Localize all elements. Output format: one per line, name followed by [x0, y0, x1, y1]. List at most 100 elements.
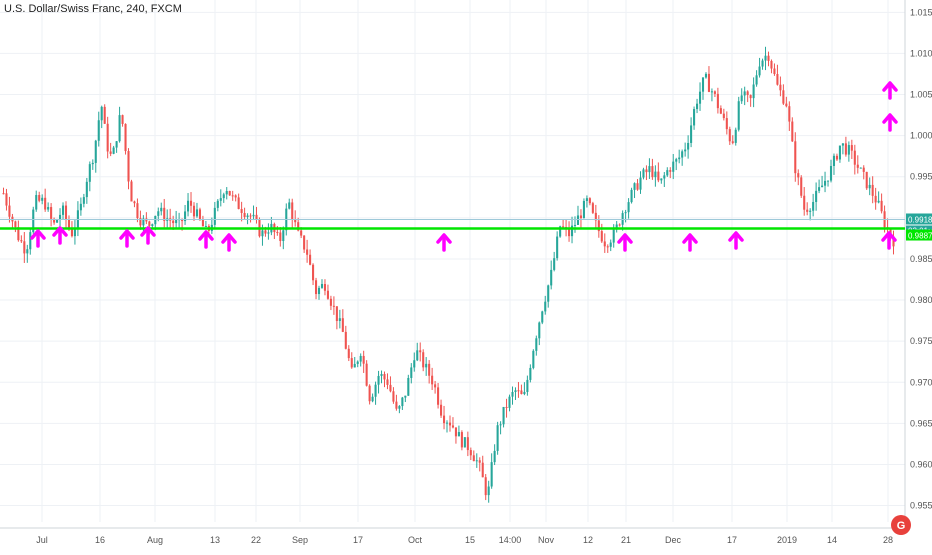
- candle-body: [124, 123, 127, 152]
- candle-body: [844, 143, 847, 155]
- y-tick-label: 1.01000: [910, 48, 932, 58]
- candle-body: [234, 195, 237, 198]
- candle-body: [770, 60, 773, 69]
- candle-body: [434, 384, 437, 388]
- candle-body: [44, 197, 47, 210]
- candle-body: [490, 462, 493, 487]
- candle-body: [582, 200, 585, 219]
- candle-body: [175, 219, 178, 224]
- candle-body: [41, 197, 44, 201]
- candle-body: [323, 284, 327, 291]
- candle-body: [725, 118, 728, 130]
- y-tick-label: 1.01500: [910, 7, 932, 17]
- candle-body: [773, 68, 776, 75]
- up-arrow-marker: [617, 233, 633, 252]
- tradingview-logo-icon: G: [891, 515, 911, 535]
- candle-body: [312, 264, 315, 281]
- candle-body: [815, 190, 818, 202]
- up-arrow-marker: [52, 226, 68, 245]
- candle-body: [29, 232, 32, 250]
- candle-body: [88, 164, 91, 182]
- x-tick-label: 15: [465, 535, 475, 545]
- candle-body: [344, 331, 347, 349]
- candle-body: [419, 350, 422, 353]
- candle-body: [8, 205, 11, 217]
- candle-body: [213, 207, 216, 225]
- candle-body: [2, 193, 5, 195]
- y-tick-label: 1.00500: [910, 90, 932, 100]
- x-tick-label: Dec: [665, 535, 682, 545]
- svg-text:G: G: [897, 520, 906, 532]
- candle-body: [478, 460, 481, 463]
- candle-body: [743, 91, 746, 96]
- candle-body: [832, 155, 836, 166]
- candle-body: [249, 215, 252, 217]
- candle-body: [451, 425, 455, 428]
- candle-body: [448, 422, 452, 426]
- y-tick-label: 0.98000: [910, 295, 932, 305]
- chart-title: U.S. Dollar/Swiss Franc, 240, FXCM: [4, 3, 182, 15]
- support-badge: [906, 229, 932, 241]
- candle-body: [195, 209, 199, 217]
- candle-body: [276, 232, 279, 234]
- candle-body: [192, 205, 196, 217]
- candle-body: [826, 180, 830, 182]
- candle-body: [532, 350, 535, 368]
- candle-body: [425, 363, 428, 368]
- candle-body: [50, 207, 53, 219]
- candle-body: [79, 203, 82, 211]
- candle-body: [824, 180, 827, 186]
- candle-body: [356, 361, 359, 364]
- candle-body: [633, 183, 636, 190]
- candle-body: [651, 166, 654, 178]
- candle-body: [710, 91, 713, 93]
- candle-body: [20, 240, 23, 242]
- candle-body: [189, 200, 193, 206]
- up-arrow-marker: [119, 229, 135, 248]
- candle-body: [591, 203, 594, 213]
- candle-body: [654, 171, 657, 178]
- candle-body: [859, 167, 862, 169]
- candle-body: [204, 226, 207, 228]
- candle-body: [719, 108, 722, 114]
- candle-body: [865, 171, 868, 189]
- candle-body: [553, 258, 556, 270]
- candle-body: [463, 437, 466, 448]
- y-tick-label: 0.95500: [910, 501, 932, 511]
- candle-body: [806, 209, 809, 212]
- y-tick-label: 0.98500: [910, 254, 932, 264]
- candle-body: [279, 232, 282, 242]
- candle-body: [109, 151, 112, 154]
- candle-body: [606, 246, 609, 248]
- candle-body: [440, 404, 443, 416]
- candle-body: [115, 141, 118, 148]
- candle-body: [573, 224, 577, 226]
- candle-body: [687, 142, 690, 150]
- up-arrow-marker: [30, 229, 46, 248]
- candle-body: [856, 164, 859, 168]
- candle-body: [416, 350, 419, 361]
- candle-body: [82, 197, 85, 204]
- candle-body: [541, 311, 544, 323]
- candle-body: [818, 187, 821, 191]
- y-tick-label: 1.00000: [910, 131, 932, 141]
- candle-body: [892, 236, 895, 247]
- candle-body: [401, 397, 404, 407]
- candle-body: [309, 254, 312, 265]
- candle-body: [559, 226, 562, 237]
- candle-body: [737, 101, 740, 130]
- x-tick-label: 16: [95, 535, 105, 545]
- x-tick-label: Oct: [408, 535, 423, 545]
- candle-body: [246, 215, 249, 217]
- candle-body: [475, 460, 478, 462]
- candle-body: [812, 201, 815, 211]
- candle-body: [332, 305, 335, 307]
- up-arrow-marker: [140, 226, 156, 245]
- candle-body: [85, 181, 88, 198]
- candle-body: [696, 103, 699, 110]
- candle-body: [722, 113, 725, 119]
- candle-body: [56, 219, 59, 223]
- candle-body: [731, 141, 734, 143]
- candle-body: [288, 202, 291, 209]
- candle-body: [67, 219, 71, 229]
